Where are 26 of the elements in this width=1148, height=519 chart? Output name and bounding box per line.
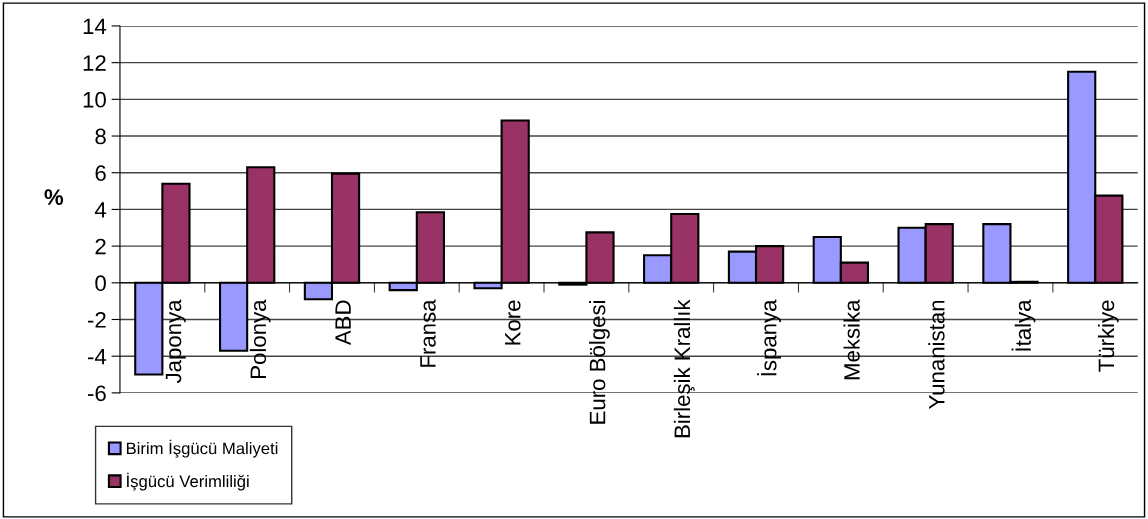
y-tick-label: 14 <box>83 18 107 34</box>
x-tick-label: Japonya <box>165 299 186 384</box>
y-tick-label: 4 <box>94 202 107 218</box>
x-tick-label: Fransa <box>420 299 436 367</box>
y-axis-title: % <box>44 189 64 205</box>
x-tick-label: Polonya <box>249 299 271 378</box>
y-tick-label: 12 <box>83 55 106 71</box>
y-tick-label: 0 <box>95 275 106 292</box>
x-tick-label: Euro Bölgesi <box>589 300 610 424</box>
x-tick-label: İspanya <box>757 299 781 376</box>
y-tick-label: 8 <box>95 128 106 145</box>
legend-label: İşgücü Verimliliği <box>127 472 249 491</box>
y-tick-label: 6 <box>95 165 106 181</box>
x-tick-label: Birleşik Krallık <box>673 299 695 438</box>
y-tick-label: -2 <box>88 312 106 328</box>
y-tick-label: 2 <box>95 238 106 255</box>
x-tick-label: Meksika <box>843 299 860 380</box>
x-tick-label: Türkiye <box>1097 300 1119 372</box>
y-tick-label: 10 <box>83 91 106 108</box>
x-tick-label: İtalya <box>1011 299 1036 351</box>
x-tick-label: Kore <box>505 300 521 345</box>
y-tick-label: -4 <box>88 348 107 365</box>
y-tick-label: -6 <box>88 385 106 402</box>
legend-label: Birim İşgücü Maliyeti <box>126 439 278 458</box>
x-tick-label: Yunanistan <box>928 300 945 409</box>
x-tick-label: ABD <box>335 300 351 346</box>
